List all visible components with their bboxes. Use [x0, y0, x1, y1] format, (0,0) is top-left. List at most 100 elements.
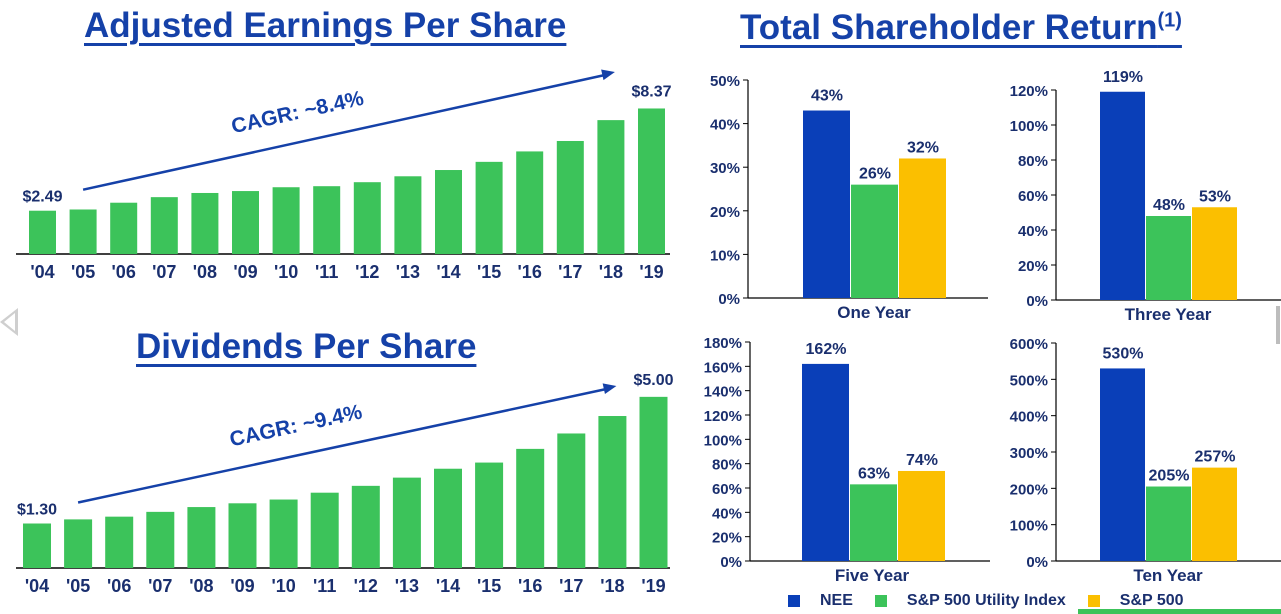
eps-x-tick-label: '11 — [315, 262, 338, 282]
eps-x-tick-label: '07 — [152, 262, 176, 282]
tsr-one-year-y-tick-label: 30% — [710, 160, 740, 177]
green-accent-strip — [1078, 609, 1281, 614]
eps-x-tick-label: '12 — [355, 262, 379, 282]
dps-x-tick-label: '13 — [395, 576, 419, 596]
dps-first-value-label: $1.30 — [17, 502, 57, 519]
eps-x-tick-label: '10 — [274, 262, 298, 282]
dps-last-value-label: $5.00 — [633, 372, 673, 389]
tsr-five-year-bar-value-label: 74% — [906, 452, 938, 469]
legend-swatch-utility — [874, 595, 887, 607]
tsr-legend: NEE S&P 500 Utility Index S&P 500 — [788, 591, 1206, 611]
tsr-five-year-y-tick-label: 40% — [712, 505, 742, 522]
dps-bar — [434, 468, 462, 568]
tsr-five-year-y-tick-label: 120% — [704, 408, 742, 425]
tsr-three-year-y-tick-label: 100% — [1010, 118, 1048, 135]
eps-chart-title: Adjusted Earnings Per Share — [84, 6, 567, 45]
tsr-three-year-y-tick-label: 0% — [1026, 293, 1048, 310]
tsr-five-year-bar — [850, 484, 897, 561]
eps-bar — [516, 151, 544, 254]
eps-x-tick-label: '16 — [518, 262, 542, 282]
dps-cagr-annotation: CAGR: ~9.4% — [228, 400, 365, 451]
tsr-one-year-x-label: One Year — [837, 303, 911, 322]
legend-swatch-nee — [788, 595, 800, 607]
eps-cagr-arrow-line — [82, 73, 606, 191]
tsr-five-year-y-tick-label: 100% — [704, 432, 742, 449]
tsr-title-text: Total Shareholder Return — [740, 8, 1158, 47]
dps-bar — [310, 492, 339, 568]
legend-swatch-sp500 — [1087, 595, 1100, 607]
tsr-ten-year-bar — [1100, 368, 1145, 561]
tsr-one-year-bar — [851, 184, 898, 298]
tsr-one-year-y-tick-label: 0% — [718, 291, 740, 308]
tsr-three-year-y-tick-label: 40% — [1018, 223, 1048, 240]
eps-bar — [272, 187, 300, 254]
eps-x-tick-label: '17 — [558, 262, 582, 282]
dps-x-tick-label: '14 — [436, 576, 460, 596]
tsr-ten-year-y-tick-label: 200% — [1010, 481, 1048, 498]
eps-bar — [435, 170, 462, 254]
tsr-three-year-bar-value-label: 119% — [1103, 69, 1143, 86]
tsr-one-year-y-tick-label: 20% — [710, 204, 740, 221]
eps-bar — [313, 186, 341, 254]
legend-label-nee: NEE — [820, 592, 853, 609]
eps-bar — [394, 176, 422, 254]
tsr-one-year-bar-value-label: 26% — [859, 166, 891, 183]
tsr-five-year-bar-value-label: 162% — [806, 341, 847, 358]
dps-x-tick-label: '11 — [313, 576, 336, 596]
tsr-one-year-y-tick-label: 10% — [710, 247, 740, 264]
dps-bar — [598, 416, 627, 568]
legend-label-utility: S&P 500 Utility Index — [906, 592, 1066, 609]
dps-x-tick-label: '15 — [477, 576, 501, 596]
dps-x-tick-label: '09 — [230, 576, 254, 596]
eps-x-tick-label: '09 — [233, 262, 257, 282]
dps-bar — [23, 523, 51, 568]
eps-x-tick-label: '05 — [71, 262, 95, 282]
tsr-one-year-bar — [803, 110, 850, 298]
dps-bar — [105, 516, 134, 568]
tsr-three-year-y-tick-label: 60% — [1018, 188, 1048, 205]
dps-bar — [64, 519, 93, 568]
tsr-ten-year-y-tick-label: 400% — [1010, 409, 1048, 426]
tsr-ten-year-bar — [1192, 467, 1237, 561]
tsr-five-year-y-tick-label: 180% — [704, 335, 742, 352]
eps-cagr-arrowhead — [601, 69, 615, 81]
eps-bar-chart: '04 '05 '06 '07 '08 '09 '10 '11 '12 '13 '14 '15 '16 '… — [16, 69, 672, 282]
tsr-one-year-bar-value-label: 43% — [811, 88, 843, 105]
eps-first-value-label: $2.49 — [22, 189, 62, 206]
tsr-five-year-bar — [898, 470, 945, 561]
tsr-three-year-y-tick-label: 120% — [1010, 83, 1048, 100]
next-slide-handle[interactable] — [1276, 306, 1280, 344]
dps-bar — [557, 433, 586, 568]
tsr-five-year-y-tick-label: 60% — [712, 481, 742, 498]
eps-x-tick-label: '08 — [193, 262, 217, 282]
dps-x-tick-label: '12 — [354, 576, 378, 596]
eps-bar — [556, 140, 584, 254]
tsr-ten-year-bar — [1146, 486, 1191, 561]
dps-x-tick-label: '10 — [271, 576, 295, 596]
eps-bar — [638, 108, 665, 254]
eps-bar — [29, 210, 56, 254]
dps-x-tick-label: '04 — [25, 576, 49, 596]
tsr-ten-year-y-tick-label: 500% — [1010, 372, 1048, 389]
tsr-bar-charts: 0% 10% 20% 30% 40% 50% 43% 26% 32% One Year 0% 20% 4… — [704, 69, 1281, 585]
tsr-three-year-bar — [1146, 216, 1191, 300]
dps-bar — [392, 477, 421, 568]
tsr-five-year-y-tick-label: 80% — [712, 457, 742, 474]
dps-chart-title: Dividends Per Share — [136, 327, 477, 366]
tsr-one-year-bar-value-label: 32% — [907, 139, 939, 156]
dps-x-tick-label: '07 — [148, 576, 172, 596]
tsr-three-year-x-label: Three Year — [1125, 305, 1212, 324]
eps-bar — [69, 209, 97, 254]
tsr-five-year-bar — [802, 363, 849, 561]
tsr-five-year-x-label: Five Year — [835, 566, 910, 585]
eps-x-tick-label: '18 — [599, 262, 623, 282]
eps-bar — [597, 120, 625, 254]
tsr-one-year-y-tick-label: 40% — [710, 117, 740, 134]
eps-x-tick-label: '15 — [477, 262, 501, 282]
tsr-five-year-bar-value-label: 63% — [858, 465, 890, 482]
dps-x-tick-label: '18 — [600, 576, 624, 596]
eps-bar — [353, 182, 381, 254]
eps-x-tick-label: '19 — [639, 262, 663, 282]
dps-bar — [351, 485, 380, 568]
previous-slide-arrow-inner — [4, 313, 15, 331]
